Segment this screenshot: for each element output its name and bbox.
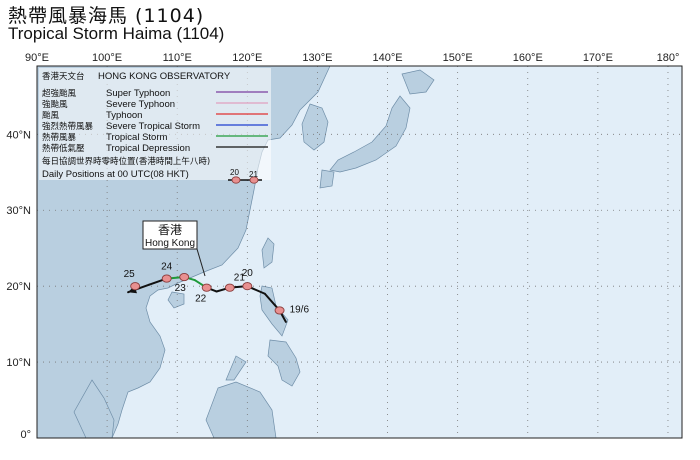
hong-kong-label: 香港 Hong Kong [142,220,206,277]
legend-sample-marker [231,176,241,184]
daily-position-label: 21 [234,273,246,284]
korea [301,103,329,151]
japan-hokkaido [401,69,435,95]
latitude-tick-label: 0° [20,429,31,441]
daily-position-label: 22 [195,294,207,305]
legend: 香港天文台 HONG KONG OBSERVATORY 超強颱風 Super Ty… [39,68,271,184]
daily-position-marker [201,283,212,292]
hong-kong-label-box [142,220,198,250]
legend-sample-label: 20 [230,168,239,177]
legend-item-zh: 強烈熱帶風暴 [42,121,94,132]
daily-position-marker [130,282,141,291]
longitude-tick-label: 130°E [302,52,332,64]
legend-daily-en: Daily Positions at 00 UTC(08 HKT) [42,169,189,180]
legend-sample-marker [249,176,259,184]
legend-header-zh: 香港天文台 [42,71,85,82]
japan-kyushu [319,169,335,189]
daily-position-marker [179,273,190,282]
daily-position-marker [224,283,235,292]
philippines-south [267,339,301,387]
legend-item-zh: 颱風 [42,111,60,121]
hong-kong-label-en: Hong Kong [145,238,195,249]
taiwan [261,237,275,269]
malay-peninsula [73,379,115,438]
daily-position-marker [242,282,253,291]
hong-kong-pointer [196,248,206,277]
hainan [167,291,185,309]
daily-position-label: 25 [124,269,136,280]
map-frame [36,65,683,439]
daily-position-marker [274,306,285,315]
legend-item-en: Severe Typhoon [106,99,175,110]
daily-position-label: 23 [175,283,187,294]
latitude-tick-label: 20°N [6,281,31,293]
latitude-tick-label: 30°N [6,205,31,217]
map-title-english: Tropical Storm Haima (1104) [8,24,225,43]
legend-item-en: Tropical Depression [106,143,190,154]
latitude-labels: 40°N 30°N 20°N 10°N 0° [6,129,31,441]
legend-item-zh: 熱帶風暴 [42,132,77,143]
luzon [259,285,289,337]
daily-position-label: 20 [242,268,254,279]
daily-position-marker [161,274,172,283]
hong-kong-label-zh: 香港 [158,223,182,237]
legend-item-zh: 強颱風 [42,99,68,110]
legend-item-en: Typhoon [106,110,142,121]
longitude-tick-label: 100°E [92,52,122,64]
graticule [37,66,682,438]
longitude-tick-label: 120°E [232,52,262,64]
longitude-tick-label: 180° [657,52,680,64]
legend-item-zh: 熱帶低氣壓 [42,143,85,154]
latitude-tick-label: 40°N [6,129,31,141]
borneo [205,381,277,438]
latitude-tick-label: 10°N [6,357,31,369]
map-title-chinese: 熱帶風暴海馬 (1104) [8,5,205,27]
legend-item-en: Severe Tropical Storm [106,121,200,132]
longitude-labels: 90°E 100°E 110°E 120°E 130°E 140°E 150°E 160°E 1… [25,52,679,64]
legend-header-en: HONG KONG OBSERVATORY [98,71,231,82]
japan-honshu [329,95,411,173]
longitude-tick-label: 150°E [443,52,473,64]
legend-item-zh: 超強颱風 [42,88,77,99]
legend-item-en: Tropical Storm [106,132,167,143]
daily-position-label: 24 [161,262,173,273]
longitude-tick-label: 170°E [583,52,613,64]
longitude-tick-label: 110°E [163,52,192,64]
longitude-tick-label: 140°E [372,52,402,64]
legend-sample-label: 21 [249,170,258,179]
legend-item-en: Super Typhoon [106,88,170,99]
longitude-tick-label: 90°E [25,52,49,64]
legend-daily-zh: 每日協調世界時零時位置(香港時間上午八時) [42,156,210,167]
longitude-tick-label: 160°E [513,52,543,64]
daily-position-label: 19/6 [290,304,310,315]
